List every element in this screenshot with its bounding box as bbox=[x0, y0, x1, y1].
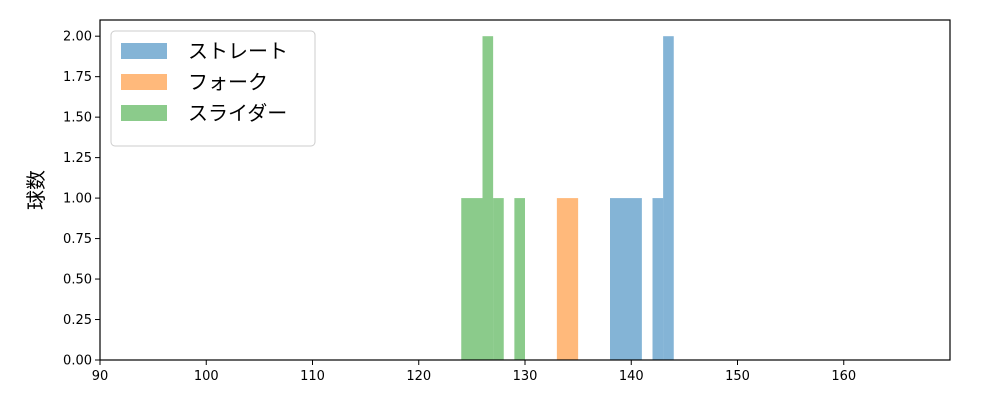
y-tick-label: 0.50 bbox=[63, 273, 92, 288]
x-tick-label: 120 bbox=[406, 369, 431, 384]
y-tick-label: 0.00 bbox=[63, 354, 92, 369]
x-tick-label: 150 bbox=[725, 369, 750, 384]
legend-swatch bbox=[121, 105, 167, 121]
x-tick-label: 160 bbox=[831, 369, 856, 384]
legend-swatch bbox=[121, 43, 167, 59]
x-tick-label: 100 bbox=[194, 369, 219, 384]
bar-2-2 bbox=[493, 198, 504, 360]
bar-0-2 bbox=[663, 36, 674, 360]
y-axis-label: 球数 bbox=[24, 170, 48, 210]
bar-2-0 bbox=[461, 198, 483, 360]
y-tick-label: 0.75 bbox=[63, 232, 92, 247]
x-tick-label: 90 bbox=[92, 369, 109, 384]
legend-label: ストレート bbox=[188, 39, 288, 63]
legend-label: フォーク bbox=[188, 70, 268, 94]
bar-2-1 bbox=[482, 36, 494, 360]
y-tick-label: 1.25 bbox=[63, 151, 92, 166]
legend-swatch bbox=[121, 74, 167, 90]
y-tick-label: 1.00 bbox=[63, 192, 92, 207]
legend-label: スライダー bbox=[188, 101, 287, 125]
y-tick-label: 2.00 bbox=[63, 30, 92, 45]
y-tick-label: 0.25 bbox=[63, 313, 92, 328]
bar-2-3 bbox=[514, 198, 525, 360]
y-tick-label: 1.75 bbox=[63, 70, 92, 85]
x-tick-label: 130 bbox=[513, 369, 538, 384]
bar-1-0 bbox=[556, 198, 579, 360]
y-tick-label: 1.50 bbox=[63, 111, 92, 126]
x-tick-label: 110 bbox=[300, 369, 325, 384]
bar-0-0 bbox=[610, 198, 642, 360]
bar-0-1 bbox=[652, 198, 664, 360]
x-tick-label: 140 bbox=[619, 369, 644, 384]
